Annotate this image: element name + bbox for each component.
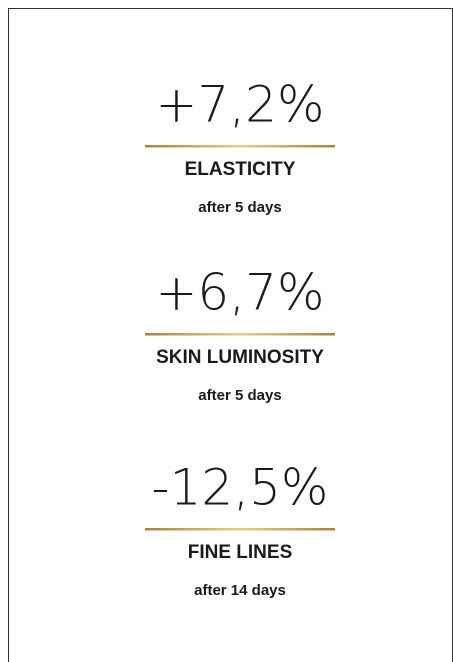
stat-value: -12,5% xyxy=(152,459,329,517)
stat-label: FINE LINES xyxy=(188,542,293,563)
gold-rule xyxy=(145,145,335,148)
stat-period: after 5 days xyxy=(198,387,281,404)
stats: +7,2% ELASTICITY after 5 days +6,7% SKIN LUM… xyxy=(145,76,335,599)
stat-label: ELASTICITY xyxy=(185,159,296,180)
stat-label: SKIN LUMINOSITY xyxy=(156,347,324,368)
gold-rule xyxy=(145,528,335,531)
stat-period: after 5 days xyxy=(198,199,281,216)
gold-rule xyxy=(145,333,335,336)
stat-value: +6,7% xyxy=(156,264,325,322)
stat-period: after 14 days xyxy=(194,582,286,599)
stat-value: +7,2% xyxy=(156,76,325,134)
